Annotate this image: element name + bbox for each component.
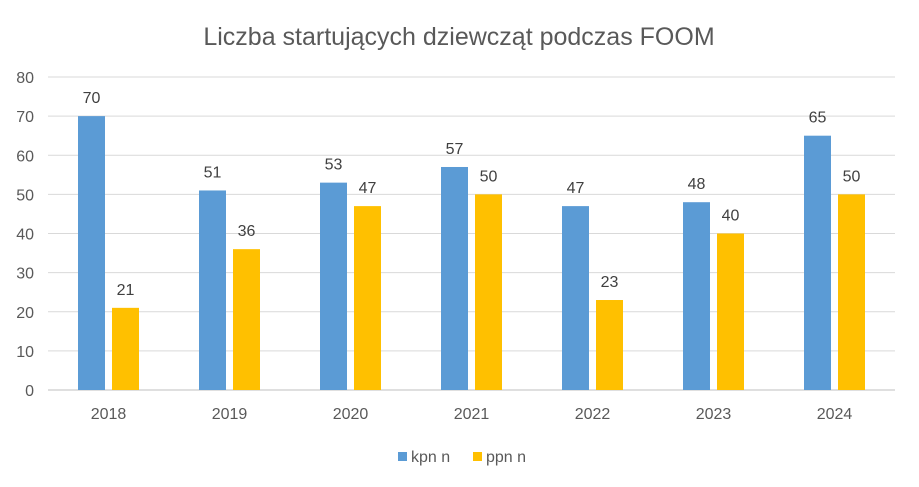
y-tick-label: 30 [16, 266, 34, 283]
y-tick-label: 50 [16, 187, 34, 204]
bar-kpn-n-2019 [199, 190, 226, 390]
y-axis: 0 10 20 30 40 50 60 70 80 [16, 70, 34, 400]
data-label: 50 [843, 168, 861, 185]
data-label: 40 [722, 208, 740, 225]
bar-kpn-n-2021 [441, 166, 468, 390]
data-label: 47 [567, 180, 585, 197]
x-tick-label: 2021 [454, 406, 490, 423]
data-label: 53 [325, 157, 343, 174]
data-label: 65 [809, 110, 827, 127]
data-label: 21 [117, 282, 135, 299]
data-label: 70 [83, 90, 101, 107]
legend-label: kpn n [411, 449, 450, 466]
data-label: 48 [688, 176, 706, 193]
bar-kpn-n-2018 [78, 116, 105, 390]
x-tick-label: 2018 [91, 406, 127, 423]
bar-kpn-n-2023 [683, 202, 710, 390]
bar-kpn-n-2020 [320, 182, 347, 390]
bars: 70 21 51 36 53 47 57 50 47 23 48 40 65 50 [78, 90, 865, 390]
data-label: 51 [204, 164, 222, 181]
data-label: 23 [601, 274, 619, 291]
data-label: 50 [480, 168, 498, 185]
legend-swatch-ppn-n [473, 452, 482, 461]
y-tick-label: 40 [16, 227, 34, 244]
data-label: 47 [359, 180, 377, 197]
bar-ppn-n-2024 [838, 194, 865, 390]
legend-swatch-kpn-n [398, 452, 407, 461]
bar-ppn-n-2019 [233, 249, 260, 390]
x-tick-label: 2024 [817, 406, 853, 423]
y-tick-label: 80 [16, 70, 34, 87]
y-tick-label: 70 [16, 109, 34, 126]
x-tick-label: 2019 [212, 406, 248, 423]
y-tick-label: 20 [16, 305, 34, 322]
gridlines [48, 76, 895, 391]
chart-title: Liczba startujących dziewcząt podczas FO… [203, 23, 714, 51]
y-tick-label: 0 [25, 383, 34, 400]
legend: kpn n ppn n [398, 449, 526, 466]
x-tick-label: 2022 [575, 406, 611, 423]
bar-ppn-n-2022 [596, 300, 623, 390]
bar-kpn-n-2022 [562, 206, 589, 390]
bar-ppn-n-2023 [717, 233, 744, 390]
legend-label: ppn n [486, 449, 526, 466]
bar-ppn-n-2020 [354, 206, 381, 390]
x-axis: 2018 2019 2020 2021 2022 2023 2024 [91, 406, 853, 423]
x-tick-label: 2020 [333, 406, 369, 423]
y-tick-label: 10 [16, 344, 34, 361]
bar-ppn-n-2018 [112, 307, 139, 390]
data-label: 57 [446, 141, 464, 158]
data-label: 36 [238, 223, 256, 240]
bar-kpn-n-2024 [804, 135, 831, 390]
y-tick-label: 60 [16, 148, 34, 165]
x-tick-label: 2023 [696, 406, 732, 423]
bar-ppn-n-2021 [475, 194, 502, 390]
